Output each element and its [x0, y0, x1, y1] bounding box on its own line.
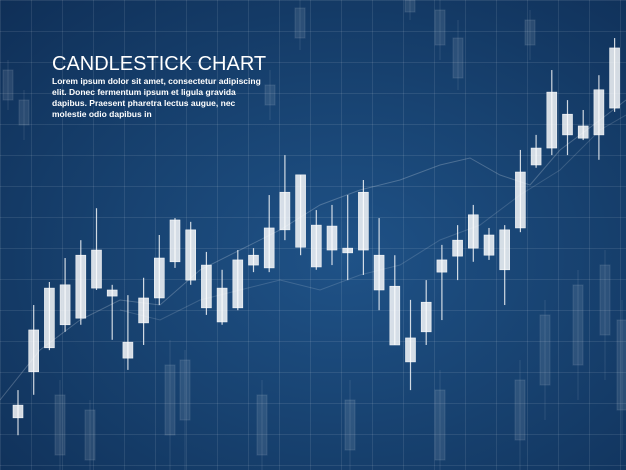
candle-body	[436, 259, 448, 273]
candle-body	[106, 289, 118, 297]
candle-body	[577, 125, 589, 139]
candle-body	[342, 247, 354, 254]
candle-body	[154, 257, 165, 299]
candle-body	[483, 234, 495, 256]
candle-body	[358, 191, 369, 251]
candle-body	[59, 284, 71, 326]
candle-body	[499, 229, 511, 271]
candle-body	[609, 47, 620, 109]
candle-body	[389, 285, 401, 346]
candle-body	[373, 254, 385, 291]
description-line: Lorem ipsum dolor sit amet, consectetur …	[52, 76, 261, 86]
candle-body	[216, 287, 228, 323]
candle-body	[467, 214, 479, 249]
candle-body	[263, 227, 275, 269]
candle-body	[405, 337, 416, 363]
candle-body	[185, 229, 196, 281]
candle-body	[28, 329, 40, 373]
candle-body	[91, 249, 102, 289]
candle-body	[546, 91, 558, 149]
candle-body	[420, 301, 432, 333]
candle-body	[44, 287, 55, 349]
candle-body	[310, 224, 322, 268]
description-line: molestie odio dapibus in	[52, 109, 152, 119]
description-line: elit. Donec fermentum ipsum et ligula gr…	[52, 87, 236, 97]
candle-body	[562, 113, 573, 136]
candle-body	[169, 219, 181, 263]
chart-title: CANDLESTICK CHART	[52, 53, 266, 75]
candle-body	[515, 171, 526, 229]
candle-body	[201, 264, 212, 309]
candle-body	[138, 297, 149, 324]
candle-body	[12, 404, 24, 419]
description-line: dapibus. Praesent pharetra lectus augue,…	[52, 98, 236, 108]
candle-body	[232, 259, 244, 309]
candle-body	[530, 147, 542, 166]
candle-body	[248, 254, 259, 266]
candle-body	[452, 239, 463, 257]
candle-body	[326, 225, 338, 251]
candle-body	[75, 254, 87, 319]
candle-body	[593, 89, 605, 136]
candle-body	[295, 174, 306, 248]
candle-body	[122, 341, 134, 359]
candle-body	[279, 191, 291, 231]
